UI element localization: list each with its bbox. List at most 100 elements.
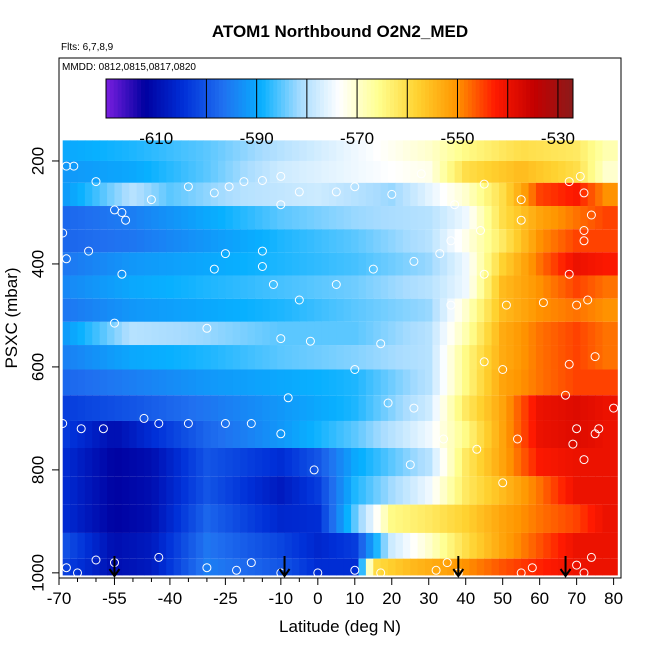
heatmap-cell	[70, 395, 78, 421]
heatmap-cell	[136, 504, 145, 533]
heatmap-cell	[439, 395, 448, 421]
heatmap-cell	[439, 298, 448, 322]
colorbar-cell	[106, 79, 111, 118]
data-point-marker	[564, 359, 574, 369]
heatmap-cell	[528, 298, 537, 322]
heatmap-cell	[513, 182, 522, 207]
heatmap-cell	[84, 252, 93, 276]
heatmap-cell	[232, 395, 241, 421]
heatmap-cell	[92, 275, 101, 299]
heatmap-cell	[365, 558, 374, 576]
heatmap-cell	[469, 252, 478, 276]
heatmap-cell	[476, 345, 485, 370]
heatmap-cell	[484, 420, 493, 448]
heatmap-cell	[129, 395, 138, 421]
heatmap-cell	[476, 140, 485, 161]
heatmap-cell	[572, 321, 581, 346]
data-point-marker	[76, 424, 86, 434]
heatmap-cell	[528, 275, 537, 299]
heatmap-cell	[498, 448, 507, 477]
heatmap-cell	[121, 182, 130, 207]
data-point-marker	[257, 176, 267, 185]
heatmap-cell	[210, 140, 219, 161]
heatmap-cell	[195, 275, 204, 299]
heatmap-cell	[240, 275, 249, 299]
heatmap-cell	[469, 160, 478, 183]
heatmap-cell	[254, 395, 263, 421]
heatmap-cell	[602, 345, 611, 370]
heatmap-cell	[314, 229, 323, 253]
heatmap-cell	[92, 369, 101, 396]
heatmap-cell	[188, 532, 197, 559]
heatmap-cell	[203, 420, 212, 448]
heatmap-cell	[535, 229, 544, 253]
heatmap-cell	[254, 532, 263, 559]
heatmap-cell	[92, 558, 101, 576]
heatmap-cell	[513, 321, 522, 346]
heatmap-cell	[365, 476, 374, 505]
heatmap-cell	[558, 558, 567, 576]
heatmap-cell	[417, 558, 426, 576]
heatmap-cell	[476, 476, 485, 505]
heatmap-cell	[365, 448, 374, 477]
heatmap-cell	[217, 369, 226, 396]
heatmap-cell	[528, 420, 537, 448]
heatmap-cell	[447, 298, 456, 322]
heatmap-cell	[550, 476, 559, 505]
heatmap-cell	[144, 558, 152, 576]
data-point-marker	[442, 558, 452, 568]
heatmap-cell	[210, 160, 219, 183]
heatmap-cell	[62, 275, 71, 299]
heatmap-cell	[432, 369, 441, 396]
heatmap-cell	[388, 345, 396, 370]
heatmap-cell	[469, 275, 478, 299]
heatmap-cell	[395, 275, 404, 299]
heatmap-cell	[351, 252, 359, 276]
heatmap-cell	[129, 182, 138, 207]
heatmap-cell	[84, 229, 93, 253]
heatmap-cell	[92, 140, 101, 161]
data-point-marker	[583, 295, 593, 305]
data-point-marker	[309, 465, 319, 475]
heatmap-cell	[254, 345, 263, 370]
data-point-marker	[383, 398, 393, 408]
heatmap-cell	[469, 206, 478, 230]
heatmap-cell	[114, 369, 123, 396]
heatmap-cell	[565, 140, 574, 161]
heatmap-cell	[506, 206, 515, 230]
heatmap-cell	[380, 206, 389, 230]
heatmap-cell	[351, 369, 359, 396]
heatmap-cell	[402, 206, 411, 230]
data-point-marker	[513, 434, 522, 444]
heatmap-cell	[210, 448, 219, 477]
heatmap-cell	[284, 476, 293, 505]
heatmap-cell	[602, 395, 611, 421]
heatmap-cell	[77, 275, 86, 299]
heatmap-cell	[535, 298, 544, 322]
heatmap-cell	[158, 229, 167, 253]
heatmap-cell	[314, 558, 323, 576]
heatmap-cell	[62, 476, 71, 505]
heatmap-cell	[306, 229, 315, 253]
heatmap-cell	[528, 160, 537, 183]
heatmap-cell	[395, 321, 404, 346]
heatmap-cell	[84, 321, 93, 346]
heatmap-cell	[572, 182, 581, 207]
heatmap-cell	[92, 229, 101, 253]
heatmap-cell	[602, 420, 611, 448]
heatmap-cell	[580, 532, 589, 559]
data-point-marker	[568, 439, 578, 449]
heatmap-cell	[254, 558, 263, 576]
heatmap-cell	[498, 532, 507, 559]
heatmap-cell	[388, 532, 396, 559]
heatmap-cell	[299, 532, 308, 559]
heatmap-cell	[395, 558, 404, 576]
heatmap-cell	[114, 476, 123, 505]
heatmap-cell	[92, 252, 101, 276]
colorbar-cell	[460, 79, 465, 118]
heatmap-cell	[291, 476, 300, 505]
heatmap-cell	[144, 206, 152, 230]
heatmap-band	[62, 448, 618, 477]
heatmap-cell	[439, 275, 448, 299]
heatmap-cell	[609, 252, 618, 276]
